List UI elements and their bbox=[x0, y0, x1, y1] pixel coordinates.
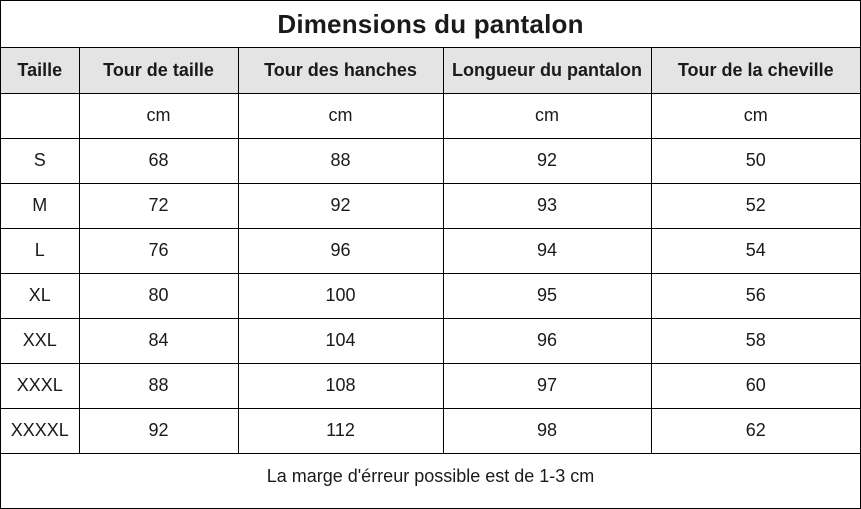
chart-title: Dimensions du pantalon bbox=[1, 1, 860, 48]
table-row: S 68 88 92 50 bbox=[1, 137, 860, 184]
size-label-cell: XXXL bbox=[1, 362, 80, 409]
size-label-cell: XXL bbox=[1, 317, 80, 364]
unit-cell: cm bbox=[650, 92, 860, 139]
ankle-cell: 52 bbox=[650, 182, 860, 229]
header-cell-size: Taille bbox=[1, 48, 80, 94]
length-cell: 96 bbox=[442, 317, 652, 364]
unit-cell bbox=[1, 92, 80, 139]
unit-cell: cm bbox=[78, 92, 239, 139]
size-label-cell: L bbox=[1, 227, 80, 274]
length-cell: 93 bbox=[442, 182, 652, 229]
header-cell-length: Longueur du pantalon bbox=[442, 48, 652, 94]
unit-cell: cm bbox=[237, 92, 444, 139]
hips-cell: 112 bbox=[237, 407, 444, 454]
table-row: M 72 92 93 52 bbox=[1, 182, 860, 229]
header-cell-ankle: Tour de la cheville bbox=[650, 48, 860, 94]
table-row: XXXXL 92 112 98 62 bbox=[1, 407, 860, 454]
length-cell: 95 bbox=[442, 272, 652, 319]
hips-cell: 100 bbox=[237, 272, 444, 319]
error-margin-note: La marge d'érreur possible est de 1-3 cm bbox=[266, 466, 595, 486]
waist-cell: 72 bbox=[78, 182, 239, 229]
table-row: XXL 84 104 96 58 bbox=[1, 317, 860, 364]
waist-cell: 76 bbox=[78, 227, 239, 274]
header-cell-waist: Tour de taille bbox=[78, 48, 239, 94]
ankle-cell: 54 bbox=[650, 227, 860, 274]
ankle-cell: 56 bbox=[650, 272, 860, 319]
ankle-cell: 50 bbox=[650, 137, 860, 184]
waist-cell: 88 bbox=[78, 362, 239, 409]
waist-cell: 92 bbox=[78, 407, 239, 454]
size-table: Taille Tour de taille Tour des hanches L… bbox=[1, 48, 860, 454]
length-cell: 98 bbox=[442, 407, 652, 454]
table-row: XXXL 88 108 97 60 bbox=[1, 362, 860, 409]
table-row: XL 80 100 95 56 bbox=[1, 272, 860, 319]
hips-cell: 104 bbox=[237, 317, 444, 364]
unit-cell: cm bbox=[442, 92, 652, 139]
table-row: L 76 96 94 54 bbox=[1, 227, 860, 274]
size-label-cell: M bbox=[1, 182, 80, 229]
ankle-cell: 58 bbox=[650, 317, 860, 364]
length-cell: 94 bbox=[442, 227, 652, 274]
length-cell: 92 bbox=[442, 137, 652, 184]
header-cell-hips: Tour des hanches bbox=[237, 48, 444, 94]
waist-cell: 68 bbox=[78, 137, 239, 184]
hips-cell: 92 bbox=[237, 182, 444, 229]
size-label-cell: XL bbox=[1, 272, 80, 319]
hips-cell: 88 bbox=[237, 137, 444, 184]
waist-cell: 84 bbox=[78, 317, 239, 364]
waist-cell: 80 bbox=[78, 272, 239, 319]
ankle-cell: 62 bbox=[650, 407, 860, 454]
hips-cell: 108 bbox=[237, 362, 444, 409]
hips-cell: 96 bbox=[237, 227, 444, 274]
size-label-cell: S bbox=[1, 137, 80, 184]
ankle-cell: 60 bbox=[650, 362, 860, 409]
units-row: cm cm cm cm bbox=[1, 92, 860, 139]
size-label-cell: XXXXL bbox=[1, 407, 80, 454]
header-row: Taille Tour de taille Tour des hanches L… bbox=[1, 48, 860, 94]
length-cell: 97 bbox=[442, 362, 652, 409]
